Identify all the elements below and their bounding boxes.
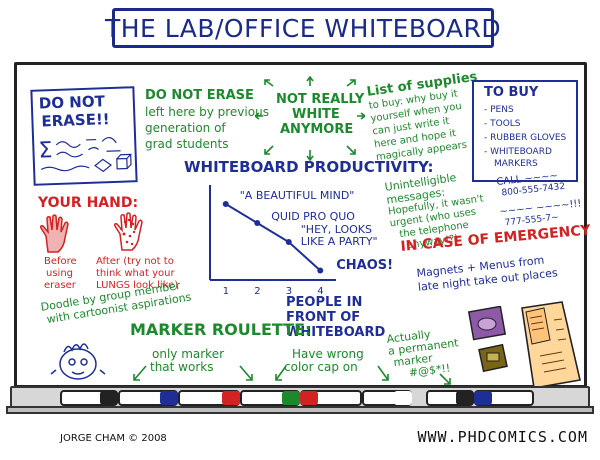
arrow — [346, 145, 356, 155]
arrow — [264, 79, 274, 87]
arrow — [377, 365, 389, 381]
arrow — [346, 79, 356, 87]
note-line: grad students — [145, 137, 229, 151]
marker-cap — [160, 391, 178, 405]
x-tick-label: 2 — [254, 286, 260, 297]
chart-title: WHITEBOARD PRODUCTIVITY: — [184, 158, 434, 176]
whiteboard-marker[interactable] — [178, 390, 240, 406]
cube-doodle — [116, 153, 133, 170]
site-url: WWW.PHDCOMICS.COM — [417, 428, 588, 446]
marker-tray-lip — [6, 406, 594, 414]
arrow — [439, 373, 451, 385]
hand-dirty-icon — [114, 212, 143, 251]
after-line: think what your — [96, 268, 175, 279]
math-scribble — [40, 158, 113, 173]
point-label: "A BEAUTIFUL MIND" — [239, 189, 355, 202]
wrong-cap-line: color cap on — [284, 360, 358, 374]
whiteboard-marker[interactable] — [426, 390, 474, 406]
arrow — [275, 365, 287, 381]
whiteboard-marker[interactable] — [300, 390, 362, 406]
x-tick-label: 4 — [317, 286, 323, 297]
marker-cap — [222, 391, 240, 405]
whiteboard-marker[interactable] — [60, 390, 118, 406]
only-marker-line: that works — [150, 360, 214, 374]
productivity-chart: 1 2 3 4 — [209, 185, 336, 297]
to-buy-item: - TOOLS — [484, 119, 521, 129]
after-line: LUNGS look like) — [96, 280, 179, 291]
magnet-menu-2 — [478, 344, 508, 373]
chart-xlabel: PEOPLE IN FRONT OF WHITEBOARD — [286, 295, 386, 340]
point-label: "HEY, LOOKS LIKE A PARTY" — [300, 223, 378, 248]
before-line: eraser — [44, 280, 76, 291]
arrow — [239, 365, 253, 381]
magnet-menu-1 — [468, 306, 507, 341]
note-line: DO NOT ERASE — [145, 88, 254, 103]
do-not-erase-line2: ERASE!! — [41, 110, 110, 131]
marker-cap — [456, 391, 474, 405]
marker-cap — [474, 391, 492, 405]
not-really-white-line: NOT REALLY — [276, 92, 365, 107]
math-scribbles: Σ — [38, 137, 133, 173]
data-point — [285, 239, 292, 245]
not-really-white-line: WHITE — [292, 107, 340, 122]
data-point — [222, 201, 229, 207]
data-point — [254, 220, 261, 226]
note-line: left here by previous — [145, 105, 269, 119]
arrow — [306, 150, 314, 162]
whiteboard-marker[interactable] — [362, 390, 412, 406]
comic-title: THE LAB/OFFICE WHITEBOARD — [104, 13, 502, 43]
point-label: QUID PRO QUO — [271, 210, 355, 223]
takeout-menu — [521, 301, 581, 389]
arrows-burst — [255, 76, 365, 162]
to-buy-item: - RUBBER GLOVES — [484, 133, 567, 143]
marker-roulette-heading: MARKER ROULETTE: — [130, 320, 312, 339]
arrow — [133, 365, 147, 381]
do-not-erase-box: DO NOT ERASE!! Σ — [30, 86, 138, 186]
math-scribble — [55, 137, 121, 158]
to-buy-item: - WHITEBOARD — [484, 147, 552, 157]
cartoon-doodle — [50, 343, 106, 380]
your-hand-heading: YOUR HAND: — [38, 195, 139, 211]
before-line: using — [46, 268, 74, 279]
author-credit: JORGE CHAM © 2008 — [60, 433, 167, 444]
whiteboard-marker[interactable] — [118, 390, 178, 406]
whiteboard-marker[interactable] — [240, 390, 300, 406]
note-line: generation of — [145, 121, 226, 135]
not-really-white-line: ANYMORE — [280, 122, 354, 137]
after-line: After (try not to — [96, 256, 174, 267]
hand-clean-icon — [40, 214, 69, 253]
to-buy-box: TO BUY - PENS - TOOLS - RUBBER GLOVES - … — [472, 80, 578, 182]
marker-cap — [282, 391, 300, 405]
x-tick-label: 1 — [223, 286, 229, 297]
marker-cap — [300, 391, 318, 405]
arrow — [357, 112, 365, 120]
to-buy-item: MARKERS — [494, 159, 538, 169]
arrow — [255, 112, 263, 120]
productivity-line — [225, 203, 321, 272]
data-point — [317, 267, 324, 274]
to-buy-item: - PENS — [484, 105, 514, 115]
title-box: THE LAB/OFFICE WHITEBOARD — [105, 8, 501, 48]
to-buy-heading: TO BUY — [484, 85, 539, 100]
marker-cap — [100, 391, 118, 405]
only-marker-line: only marker — [152, 347, 225, 361]
marker-cap — [394, 391, 412, 405]
wrong-cap-line: Have wrong — [292, 347, 364, 361]
whiteboard-marker[interactable] — [474, 390, 534, 406]
sum-symbol: Σ — [38, 138, 53, 163]
roulette-arrows — [133, 365, 451, 385]
point-label: CHAOS! — [336, 257, 394, 273]
arrow — [306, 76, 314, 86]
x-tick-label: 3 — [286, 286, 292, 297]
before-line: Before — [44, 256, 77, 267]
arrow — [264, 145, 274, 155]
